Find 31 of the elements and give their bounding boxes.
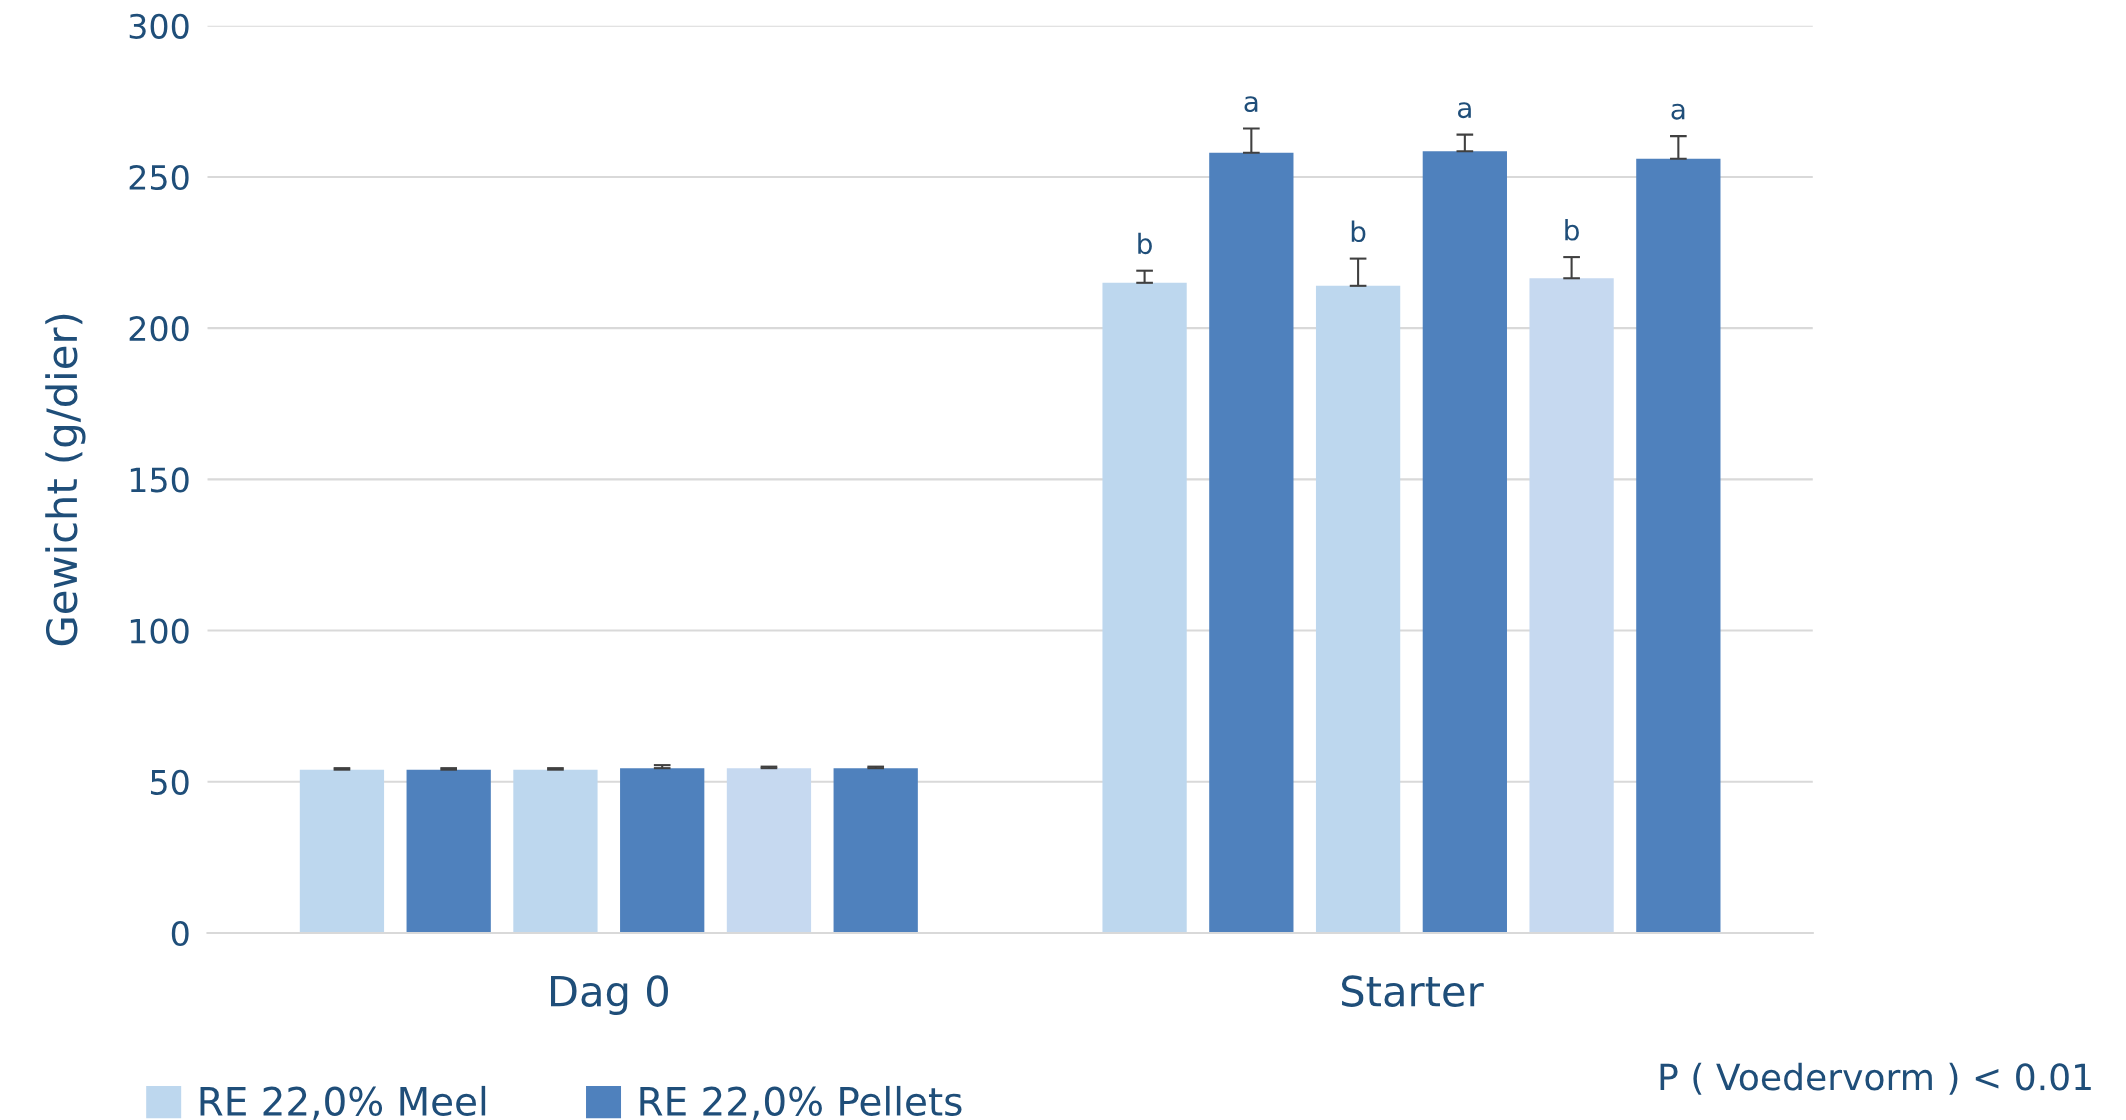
data-label: a <box>1458 102 1471 119</box>
bar <box>1529 278 1614 933</box>
y-tick-label: 150 <box>130 467 189 493</box>
data-label: a <box>1671 103 1685 120</box>
bar <box>513 769 598 933</box>
bar <box>406 769 491 933</box>
data-label: b <box>1351 220 1366 243</box>
bar <box>726 768 812 933</box>
bar <box>1636 158 1721 933</box>
y-tick-label: 300 <box>129 13 189 39</box>
x-tick-label: Starter <box>1341 975 1484 1007</box>
bar <box>620 768 705 933</box>
x-tick-label: Dag 0 <box>551 975 668 1015</box>
data-label: b <box>1138 232 1152 255</box>
bar <box>1102 282 1187 933</box>
bar <box>833 768 918 933</box>
y-axis-title: Gewicht (g/dier) <box>45 314 86 646</box>
data-label: a <box>1244 96 1258 113</box>
y-tick-label: 100 <box>130 618 189 644</box>
legend-label: RE 22,0% Meel <box>200 1085 486 1120</box>
text: P ( Voedervorm ) < 0.01 <box>1660 1062 2091 1095</box>
legend-label: RE 22,0% Pellets <box>640 1085 962 1120</box>
y-tick-label: 50 <box>150 769 189 795</box>
y-tick-label: 0 <box>171 920 189 947</box>
bar <box>1209 152 1294 933</box>
y-tick-label: 200 <box>129 316 189 342</box>
bar <box>299 769 385 933</box>
bar <box>1422 151 1507 933</box>
y-tick-label: 250 <box>129 164 189 191</box>
data-label: b <box>1565 219 1579 241</box>
bar <box>1315 285 1401 933</box>
